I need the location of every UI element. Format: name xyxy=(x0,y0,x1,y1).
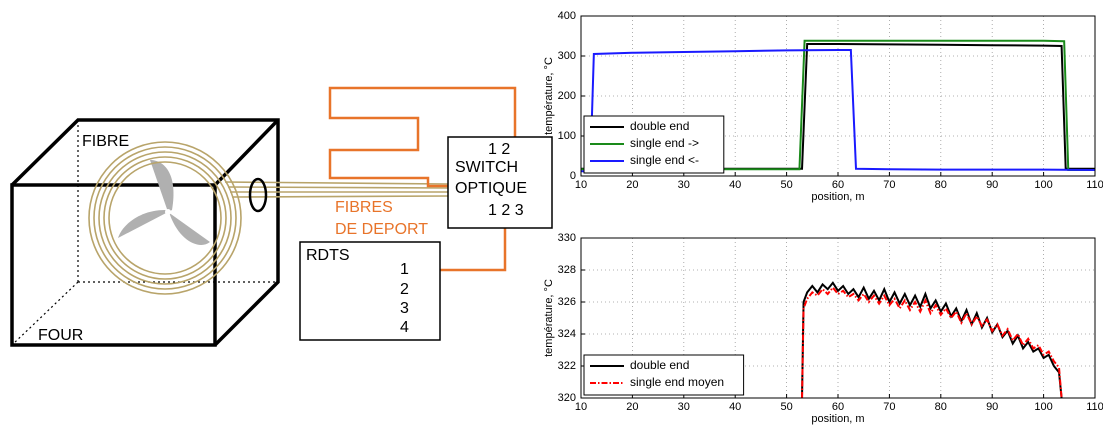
series-line xyxy=(581,43,1095,170)
plot-frame xyxy=(580,237,1096,399)
x-tick-label: 20 xyxy=(626,179,638,191)
x-tick-label: 70 xyxy=(883,401,895,413)
x-tick-label: 100 xyxy=(1034,401,1052,413)
x-tick-label: 110 xyxy=(1086,401,1103,413)
x-tick-label: 20 xyxy=(626,401,638,413)
y-tick-label: 322 xyxy=(558,360,576,372)
label: 1 2 3 xyxy=(488,202,524,219)
y-tick-label: 320 xyxy=(558,392,576,404)
legend-label: single end -> xyxy=(630,136,699,150)
x-tick-label: 50 xyxy=(780,179,792,191)
x-axis-label: position, m xyxy=(811,413,864,425)
y-tick-label: 400 xyxy=(558,10,576,22)
diagram: FIBRE FOUR 1 2 SWITCH OPTIQUE 1 2 3 FIBR… xyxy=(10,86,553,347)
y-tick-label: 100 xyxy=(558,130,576,142)
label: 3 xyxy=(400,300,409,317)
legend-label: single end <- xyxy=(630,153,699,167)
x-tick-label: 70 xyxy=(883,179,895,191)
label: 2 xyxy=(400,281,409,298)
label: SWITCH xyxy=(455,159,518,176)
hidden-edges xyxy=(11,120,278,346)
y-tick-label: 324 xyxy=(558,328,576,340)
y-tick-label: 330 xyxy=(558,232,576,244)
x-axis-label: position, m xyxy=(811,191,864,203)
y-axis-label: température, °C xyxy=(543,57,555,135)
label: FOUR xyxy=(38,327,83,344)
legend-label: double end xyxy=(630,119,689,133)
label: FIBRE xyxy=(82,133,129,150)
x-tick-label: 60 xyxy=(832,401,844,413)
y-axis-label: température, °C xyxy=(543,279,555,357)
x-tick-label: 40 xyxy=(729,401,741,413)
label: 1 2 xyxy=(488,141,510,158)
y-tick-label: 200 xyxy=(558,90,576,102)
x-tick-label: 40 xyxy=(729,179,741,191)
label: OPTIQUE xyxy=(455,180,527,197)
label: FIBRES xyxy=(335,199,393,216)
x-tick-label: 90 xyxy=(986,401,998,413)
series-line xyxy=(801,286,1063,398)
y-tick-label: 0 xyxy=(570,170,576,182)
y-tick-label: 300 xyxy=(558,50,576,62)
x-tick-label: 10 xyxy=(575,401,587,413)
legend-label: single end moyen xyxy=(630,375,724,389)
x-tick-label: 90 xyxy=(986,179,998,191)
label: 1 xyxy=(400,261,409,278)
fan xyxy=(118,160,210,245)
label: RDTS xyxy=(306,247,350,264)
oven-box xyxy=(10,118,280,347)
x-tick-label: 80 xyxy=(935,401,947,413)
y-tick-label: 328 xyxy=(558,264,576,276)
x-tick-label: 10 xyxy=(575,179,587,191)
legend-label: double end xyxy=(630,358,689,372)
label: DE DEPORT xyxy=(335,221,428,238)
x-tick-label: 30 xyxy=(678,401,690,413)
series-line xyxy=(581,39,1095,171)
x-tick-label: 50 xyxy=(780,401,792,413)
switch-box xyxy=(447,136,553,229)
series-line xyxy=(581,49,1095,173)
rdts-box xyxy=(299,241,441,341)
x-tick-label: 30 xyxy=(678,179,690,191)
legend-box xyxy=(583,354,745,396)
x-tick-label: 80 xyxy=(935,179,947,191)
x-tick-label: 60 xyxy=(832,179,844,191)
x-tick-label: 110 xyxy=(1086,179,1103,191)
port xyxy=(248,177,268,213)
x-tick-label: 100 xyxy=(1034,179,1052,191)
plot-frame xyxy=(580,15,1096,177)
y-tick-label: 326 xyxy=(558,296,576,308)
label: 4 xyxy=(400,319,409,336)
